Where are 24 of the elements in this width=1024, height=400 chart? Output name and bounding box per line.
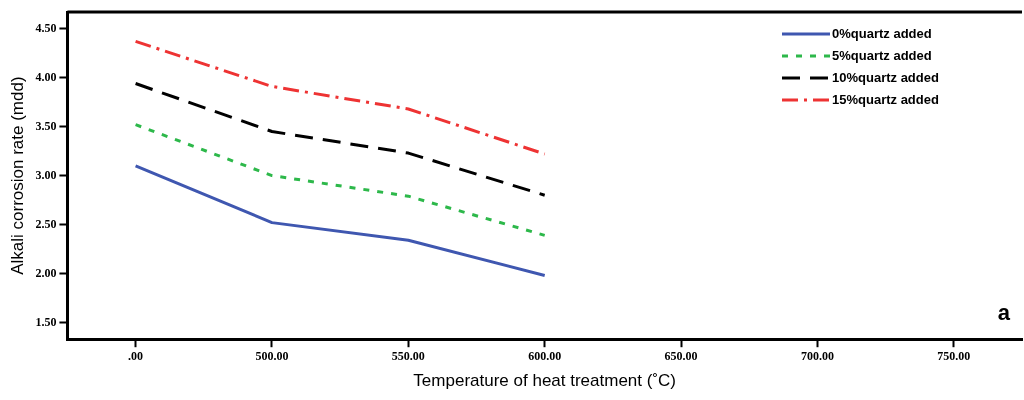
legend-label: 15%quartz added xyxy=(832,91,939,107)
annotation: a xyxy=(997,300,1011,326)
legend-label: 5%quartz added xyxy=(832,47,932,63)
x-tick-label: 650.00 xyxy=(664,349,698,364)
y-tick-label: 2.00 xyxy=(35,265,57,280)
line-series xyxy=(134,39,547,156)
x-axis-title: Temperature of heat treatment (˚C) xyxy=(413,371,677,391)
y-tick-label: 3.00 xyxy=(35,167,57,182)
y-tick-label: 3.50 xyxy=(35,118,57,133)
y-axis-title: Alkali corrosion rate (mdd) xyxy=(7,76,27,275)
x-tick-label: 550.00 xyxy=(391,349,425,364)
legend-label: 10%quartz added xyxy=(832,69,939,85)
x-tick-label: 500.00 xyxy=(255,349,289,364)
line-series xyxy=(134,82,547,197)
y-tick-label: 4.50 xyxy=(35,20,57,35)
y-tick-label: 2.50 xyxy=(35,216,57,231)
x-tick-label: 700.00 xyxy=(800,349,834,364)
line-series xyxy=(134,123,547,237)
x-tick-label: 600.00 xyxy=(528,349,562,364)
y-tick-label: 4.00 xyxy=(35,69,57,84)
x-tick-label: .00 xyxy=(128,349,144,364)
y-tick-label: 1.50 xyxy=(35,314,57,329)
x-tick-label: 750.00 xyxy=(937,349,971,364)
legend-label: 0%quartz added xyxy=(832,25,932,41)
